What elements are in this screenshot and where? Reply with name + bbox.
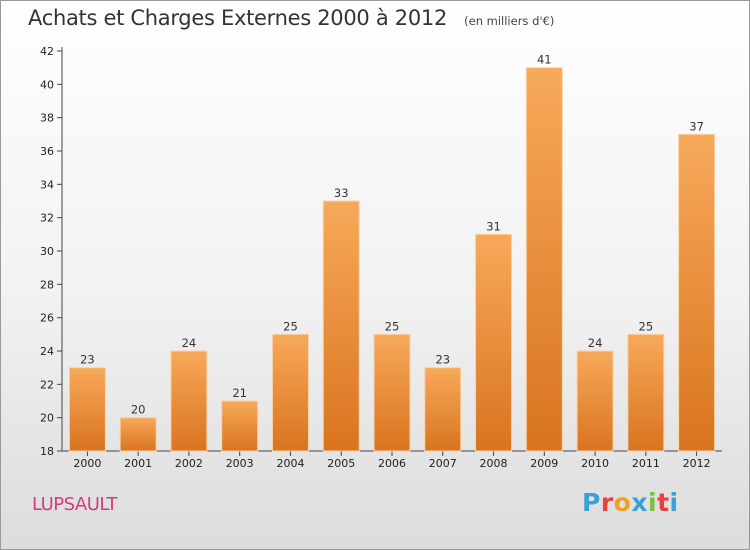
y-tick-label: 34 bbox=[40, 178, 54, 191]
chart-title: Achats et Charges Externes 2000 à 2012 bbox=[28, 6, 448, 30]
x-tick-label: 2011 bbox=[632, 457, 660, 470]
x-tick-label: 2007 bbox=[429, 457, 457, 470]
bar-2004 bbox=[271, 333, 309, 452]
y-tick-label: 32 bbox=[40, 212, 54, 225]
y-tick-label: 18 bbox=[40, 445, 54, 458]
x-tick-label: 2005 bbox=[327, 457, 355, 470]
x-tick-label: 2001 bbox=[124, 457, 152, 470]
x-axis: 2000 2001 2002 2003 2004 2005 2006 2007 2008 2009… bbox=[62, 450, 722, 470]
y-tick-label: 36 bbox=[40, 145, 54, 158]
x-tick-label: 2004 bbox=[276, 457, 304, 470]
data-label-2004: 25 bbox=[283, 319, 298, 333]
y-tick-label: 20 bbox=[40, 412, 54, 425]
bar-2011 bbox=[627, 333, 665, 452]
bar-2008 bbox=[475, 233, 513, 452]
data-label-2007: 23 bbox=[435, 353, 450, 367]
x-tick-label: 2003 bbox=[226, 457, 254, 470]
data-label-2009: 41 bbox=[537, 53, 552, 67]
y-tick-label: 38 bbox=[40, 112, 54, 125]
data-label-2005: 33 bbox=[334, 186, 349, 200]
logo-letter: t bbox=[657, 488, 670, 517]
data-label-2002: 24 bbox=[182, 336, 197, 350]
y-tick-label: 22 bbox=[40, 378, 54, 391]
logo-letter: x bbox=[631, 488, 648, 517]
logo-letter: r bbox=[600, 488, 614, 517]
data-label-2001: 20 bbox=[131, 403, 146, 417]
title-row: Achats et Charges Externes 2000 à 2012 (… bbox=[28, 6, 554, 30]
x-tick-label: 2008 bbox=[480, 457, 508, 470]
bar-2010 bbox=[576, 350, 614, 452]
chart-unit-label: (en milliers d'€) bbox=[464, 14, 555, 28]
data-label-2010: 24 bbox=[588, 336, 603, 350]
bar-2005 bbox=[322, 200, 360, 452]
x-tick-label: 2010 bbox=[581, 457, 609, 470]
bar-2003 bbox=[221, 400, 259, 452]
y-tick-label: 28 bbox=[40, 278, 54, 291]
bar-2002 bbox=[170, 350, 208, 452]
bar-2006 bbox=[373, 333, 411, 452]
bar-2009 bbox=[525, 67, 563, 452]
data-label-2003: 21 bbox=[232, 386, 247, 400]
y-tick-label: 24 bbox=[40, 345, 54, 358]
commune-name: LUPSAULT bbox=[32, 494, 117, 515]
data-label-2008: 31 bbox=[486, 219, 501, 233]
proxiti-logo[interactable]: Proxiti bbox=[582, 488, 679, 517]
data-label-2006: 25 bbox=[385, 319, 400, 333]
data-label-2000: 23 bbox=[80, 353, 95, 367]
x-tick-label: 2006 bbox=[378, 457, 406, 470]
logo-letter: o bbox=[613, 488, 632, 517]
data-label-2011: 25 bbox=[639, 319, 654, 333]
bars bbox=[68, 67, 716, 452]
x-tick-label: 2000 bbox=[73, 457, 101, 470]
bar-2001 bbox=[119, 417, 157, 452]
x-tick-label: 2012 bbox=[683, 457, 711, 470]
data-labels: 23 20 24 21 25 33 25 23 31 41 24 25 37 bbox=[80, 53, 704, 417]
bar-2007 bbox=[424, 367, 462, 452]
logo-letter: P bbox=[582, 488, 601, 517]
data-label-2012: 37 bbox=[689, 119, 704, 133]
logo-letter: i bbox=[669, 488, 679, 517]
bar-2012 bbox=[678, 133, 716, 452]
x-tick-label: 2009 bbox=[530, 457, 558, 470]
y-tick-label: 26 bbox=[40, 312, 54, 325]
bar-2000 bbox=[68, 367, 106, 452]
logo-letter: i bbox=[648, 488, 658, 517]
y-tick-label: 40 bbox=[40, 78, 54, 91]
y-tick-label: 42 bbox=[40, 45, 54, 58]
y-tick-label: 30 bbox=[40, 245, 54, 258]
x-tick-label: 2002 bbox=[175, 457, 203, 470]
y-axis: 18 20 22 24 26 28 30 32 34 36 38 40 42 bbox=[40, 45, 63, 458]
